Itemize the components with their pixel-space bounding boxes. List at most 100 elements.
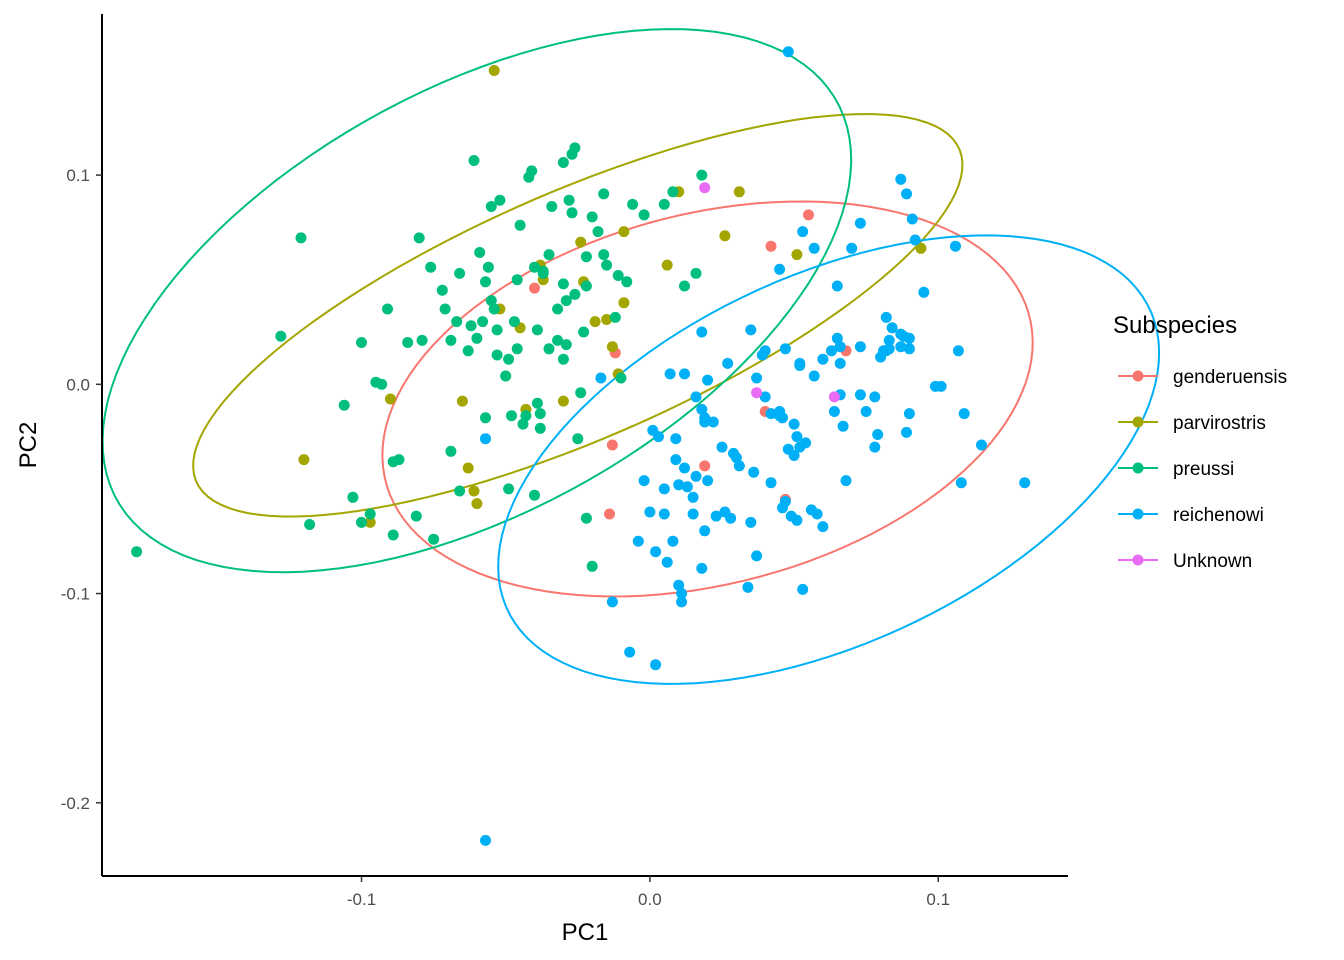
point-preussi [304, 519, 316, 530]
point-parvirostris [606, 341, 618, 353]
point-preussi [557, 353, 569, 365]
point-reichenowi [595, 372, 607, 384]
point-reichenowi [745, 324, 757, 336]
point-reichenowi [670, 433, 682, 445]
point-reichenowi [756, 349, 768, 361]
x-axis-title: PC1 [562, 919, 609, 946]
legend-title: Subspecies [1113, 312, 1237, 339]
point-reichenowi [702, 374, 714, 386]
point-reichenowi [759, 391, 771, 403]
point-reichenowi [745, 516, 757, 528]
point-reichenowi [653, 431, 664, 443]
point-reichenowi [834, 341, 846, 353]
point-reichenowi [817, 521, 829, 533]
point-reichenowi [751, 372, 763, 384]
point-reichenowi [687, 508, 699, 520]
point-genderuensis [604, 508, 615, 520]
point-preussi [382, 303, 393, 315]
point-parvirostris [488, 65, 500, 76]
point-parvirostris [618, 226, 630, 238]
legend-key-dot [1132, 508, 1144, 520]
point-preussi [295, 232, 307, 244]
point-preussi [638, 209, 650, 221]
point-reichenowi [901, 188, 912, 200]
legend-key-dot [1132, 554, 1144, 566]
point-parvirostris [618, 297, 630, 309]
point-reichenowi [644, 506, 656, 518]
point-reichenowi [673, 579, 685, 591]
point-reichenowi [808, 242, 820, 254]
point-preussi [451, 316, 463, 328]
point-reichenowi [955, 477, 967, 489]
point-preussi [462, 345, 474, 357]
point-preussi [658, 198, 670, 210]
point-preussi [387, 529, 399, 541]
x-tick-label: 0.0 [638, 890, 662, 909]
point-preussi [511, 274, 523, 286]
point-reichenowi [794, 357, 806, 369]
legend-label: reichenowi [1173, 505, 1264, 526]
point-reichenowi [837, 420, 849, 432]
point-preussi [615, 372, 627, 384]
point-preussi [477, 316, 489, 328]
point-preussi [468, 155, 480, 166]
point-reichenowi [846, 242, 858, 254]
point-reichenowi [779, 343, 791, 355]
point-reichenowi [797, 226, 809, 238]
point-reichenowi [880, 311, 892, 323]
point-reichenowi [831, 332, 843, 344]
point-preussi [517, 418, 529, 430]
point-preussi [546, 201, 558, 212]
point-reichenowi [702, 475, 714, 487]
point-reichenowi [854, 217, 866, 229]
point-preussi [131, 546, 143, 558]
point-reichenowi [1019, 477, 1031, 489]
point-preussi [569, 142, 581, 154]
point-reichenowi [791, 431, 803, 443]
point-preussi [560, 339, 572, 351]
point-reichenowi [834, 357, 846, 369]
point-preussi [425, 261, 437, 273]
legend-items: genderuensis parvirostris preussi reichenow… [1118, 367, 1287, 572]
point-genderuensis [803, 209, 814, 221]
point-preussi [436, 284, 448, 296]
point-parvirostris [791, 249, 803, 261]
ellipse-parvirostris [192, 113, 964, 518]
point-preussi [494, 194, 506, 206]
point-reichenowi [872, 429, 884, 440]
point-preussi [482, 261, 494, 273]
point-preussi [491, 349, 503, 361]
point-preussi [402, 337, 414, 348]
point-reichenowi [808, 370, 820, 382]
point-preussi [503, 483, 515, 495]
point-reichenowi [690, 391, 702, 403]
point-preussi [621, 276, 633, 288]
point-reichenowi [690, 470, 702, 482]
point-reichenowi [480, 834, 491, 846]
point-preussi [454, 485, 466, 497]
point-preussi [543, 249, 555, 261]
point-reichenowi [722, 357, 734, 369]
point-preussi [531, 397, 543, 409]
point-genderuensis [606, 439, 618, 451]
point-reichenowi [676, 588, 688, 599]
ellipse-genderuensis [381, 200, 1034, 598]
point-reichenowi [707, 416, 719, 428]
point-reichenowi [699, 525, 711, 537]
legend-key-dot [1132, 370, 1144, 382]
x-tick-label: -0.1 [347, 890, 376, 909]
point-preussi [514, 219, 526, 231]
point-preussi [410, 510, 422, 522]
point-reichenowi [658, 508, 670, 520]
point-parvirostris [575, 236, 587, 248]
point-preussi [572, 433, 584, 445]
point-preussi [529, 489, 540, 501]
point-reichenowi [797, 583, 809, 595]
point-reichenowi [791, 514, 803, 526]
point-preussi [679, 280, 690, 292]
point-unknown [828, 391, 840, 403]
point-preussi [413, 232, 425, 244]
point-reichenowi [679, 368, 690, 380]
point-preussi [566, 207, 578, 219]
point-reichenowi [606, 596, 618, 608]
